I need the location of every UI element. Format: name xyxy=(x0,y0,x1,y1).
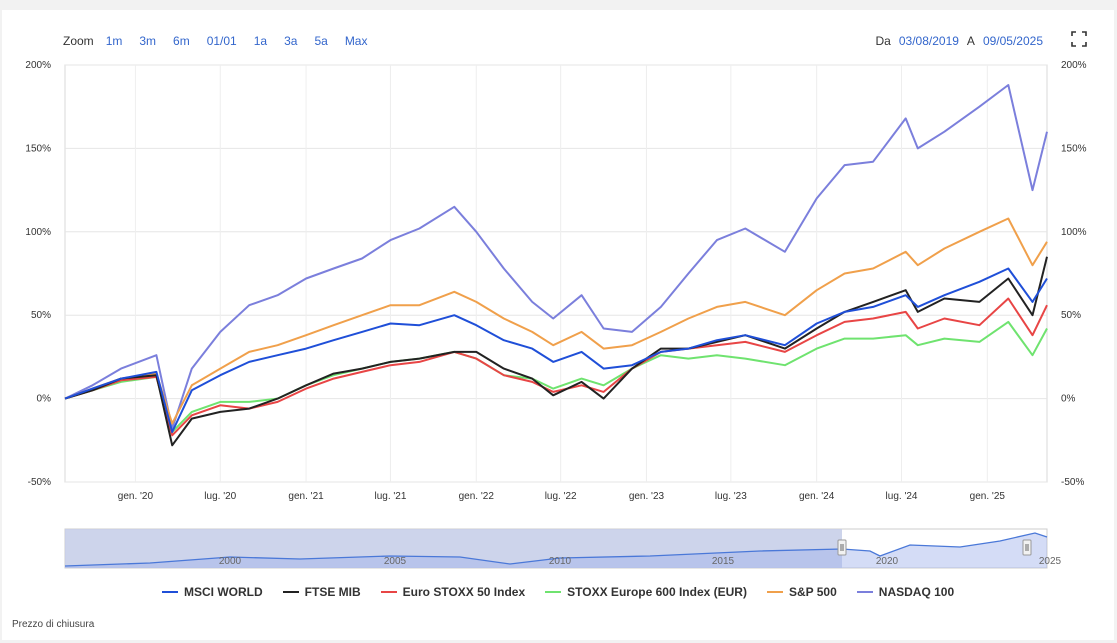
legend-label: S&P 500 xyxy=(788,585,837,599)
zoom-1m-button[interactable]: 1m xyxy=(105,34,123,48)
legend-swatch xyxy=(282,591,299,593)
legend-swatch xyxy=(766,591,783,593)
legend-label: NASDAQ 100 xyxy=(878,585,955,599)
navigator-label: 2020 xyxy=(876,556,899,567)
navigator-label: 2015 xyxy=(712,556,735,567)
chart-legend: MSCI WORLD FTSE MIB Euro STOXX 50 Index … xyxy=(162,585,974,599)
y-tick-label: 200% xyxy=(1061,60,1087,71)
legend-label: Euro STOXX 50 Index xyxy=(402,585,526,599)
x-tick-label: gen. '25 xyxy=(970,491,1006,502)
legend-label: STOXX Europe 600 Index (EUR) xyxy=(567,585,747,599)
legend-swatch xyxy=(380,591,397,593)
legend-item-ftse-mib[interactable]: FTSE MIB xyxy=(282,585,361,599)
legend-item-msci-world[interactable]: MSCI WORLD xyxy=(162,585,263,599)
y-tick-label: 150% xyxy=(1061,143,1087,154)
series-line xyxy=(64,320,1048,433)
x-tick-label: lug. '21 xyxy=(374,491,406,502)
navigator-mask xyxy=(65,529,842,568)
y-tick-label: 150% xyxy=(25,143,51,154)
y-tick-label: 100% xyxy=(25,227,51,238)
legend-swatch xyxy=(545,591,562,593)
y-tick-label: 100% xyxy=(1061,227,1087,238)
y-tick-label: -50% xyxy=(28,477,51,488)
navigator-handle[interactable] xyxy=(1022,539,1032,556)
zoom-max-button[interactable]: Max xyxy=(344,34,368,48)
zoom-3m-button[interactable]: 3m xyxy=(139,34,157,48)
navigator-label: 2025 xyxy=(1039,556,1062,567)
legend-item-nasdaq-100[interactable]: NASDAQ 100 xyxy=(856,585,955,599)
y-tick-label: 50% xyxy=(1061,310,1081,321)
x-tick-label: gen. '20 xyxy=(118,491,154,502)
zoom-5y-button[interactable]: 5a xyxy=(314,34,328,48)
series-line xyxy=(64,217,1048,425)
zoom-6m-button[interactable]: 6m xyxy=(173,34,190,48)
navigator-label: 2005 xyxy=(384,556,407,567)
y-tick-label: 50% xyxy=(31,310,51,321)
legend-label: MSCI WORLD xyxy=(184,585,263,599)
x-tick-label: lug. '23 xyxy=(715,491,747,502)
range-to-date[interactable]: 09/05/2025 xyxy=(982,34,1043,48)
x-tick-label: gen. '21 xyxy=(288,491,324,502)
navigator: 2000 2005 2010 2015 2020 2025 xyxy=(64,528,1062,569)
x-tick-label: lug. '22 xyxy=(545,491,577,502)
footer-note: Prezzo di chiusura xyxy=(12,619,95,630)
zoom-label: Zoom xyxy=(63,34,94,48)
x-axis: gen. '20 lug. '20 gen. '21 lug. '21 gen. '22… xyxy=(118,491,1006,502)
series-group xyxy=(64,84,1048,447)
fullscreen-icon[interactable] xyxy=(1071,31,1087,47)
x-tick-label: gen. '24 xyxy=(799,491,835,502)
y-tick-label: 0% xyxy=(37,394,52,405)
y-tick-label: 200% xyxy=(25,60,51,71)
navigator-label: 2000 xyxy=(219,556,242,567)
series-line xyxy=(64,256,1048,447)
navigator-line xyxy=(64,532,1048,567)
range-to-label: A xyxy=(966,34,975,48)
zoom-1y-button[interactable]: 1a xyxy=(253,34,268,48)
range-from-label: Da xyxy=(875,34,891,48)
x-tick-label: gen. '23 xyxy=(629,491,665,502)
y-axis-right: 200% 150% 100% 50% 0% -50% xyxy=(1061,60,1087,488)
legend-swatch xyxy=(856,591,873,593)
legend-item-euro-stoxx-50[interactable]: Euro STOXX 50 Index xyxy=(380,585,526,599)
legend-label: FTSE MIB xyxy=(304,585,361,599)
date-range: Da 03/08/2019 A 09/05/2025 xyxy=(872,34,1047,48)
navigator-handle[interactable] xyxy=(837,539,847,556)
series-line xyxy=(64,84,1048,430)
y-tick-label: 0% xyxy=(1061,394,1076,405)
range-from-date[interactable]: 03/08/2019 xyxy=(898,34,959,48)
x-tick-label: gen. '22 xyxy=(459,491,495,502)
x-tick-label: lug. '20 xyxy=(204,491,236,502)
zoom-3y-button[interactable]: 3a xyxy=(284,34,298,48)
x-tick-label: lug. '24 xyxy=(886,491,918,502)
series-line xyxy=(64,297,1048,437)
y-tick-label: -50% xyxy=(1061,477,1084,488)
zoom-ytd-button[interactable]: 01/01 xyxy=(206,34,237,48)
legend-item-sp500[interactable]: S&P 500 xyxy=(766,585,837,599)
y-axis-left: 200% 150% 100% 50% 0% -50% xyxy=(25,60,51,488)
zoom-toolbar: Zoom 1m 3m 6m 01/01 1a 3a 5a Max xyxy=(63,34,384,48)
series-line xyxy=(64,267,1048,433)
legend-swatch xyxy=(162,591,178,593)
legend-item-stoxx-europe-600[interactable]: STOXX Europe 600 Index (EUR) xyxy=(545,585,747,599)
navigator-label: 2010 xyxy=(549,556,572,567)
